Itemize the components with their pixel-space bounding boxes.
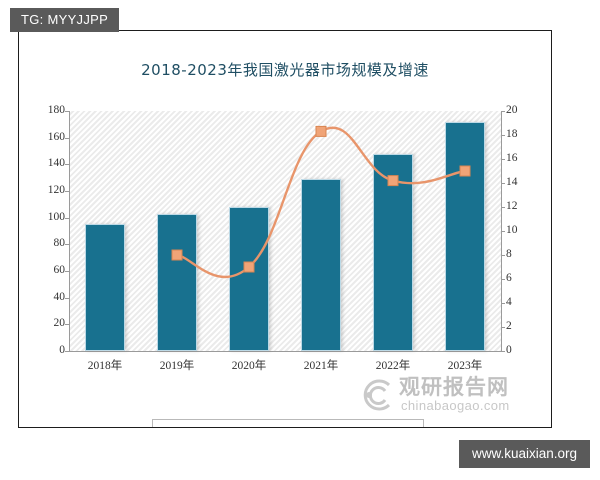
bar: [301, 179, 341, 351]
y-axis-right-tick-mark: [501, 303, 505, 304]
y-axis-right-tick-mark: [501, 183, 505, 184]
y-axis-left-tick-mark: [65, 164, 69, 166]
x-axis-tick-label: 2019年: [159, 360, 195, 372]
legend-line-swatch-icon: [318, 427, 344, 428]
y-axis-right-tick: 16: [506, 152, 518, 164]
y-axis-left-tick: 100: [47, 210, 65, 223]
chart-legend: 市场规模（亿美元） 增速（%）: [152, 419, 424, 429]
chart-title: 2018-2023年我国激光器市场规模及增速: [141, 61, 429, 79]
y-axis-right-tick-mark: [501, 279, 505, 280]
y-axis-left-tick-mark: [65, 111, 69, 112]
y-axis-right-tick-mark: [501, 255, 505, 256]
y-axis-left-tick-mark: [65, 217, 69, 219]
y-axis-right-labels: 20 18 16 14 12 10 8 6 4 2 0: [501, 31, 551, 427]
y-axis-right-tick: 2: [506, 320, 512, 332]
y-axis-left-tick-mark: [65, 271, 69, 272]
y-axis-right-tick: 4: [506, 296, 512, 308]
y-axis-left-tick-mark: [65, 191, 69, 192]
legend-bar-swatch-icon: [165, 428, 187, 429]
y-axis-left-tick: 180: [47, 104, 65, 116]
y-axis-left-tick-mark: [65, 244, 69, 246]
y-axis-left-tick-mark: [65, 351, 69, 352]
y-axis-right-tick-mark: [501, 207, 505, 208]
y-axis-right-tick: 14: [506, 176, 518, 188]
x-axis-tick-label: 2018年: [87, 360, 123, 372]
y-axis-right-tick: 20: [506, 104, 518, 116]
growth-line: [176, 126, 466, 279]
line-marker: [315, 125, 327, 137]
y-axis-left-tick: 120: [47, 184, 65, 196]
plot-area: [69, 111, 501, 351]
y-axis-left-tick-mark: [65, 137, 69, 139]
y-axis-left-tick-mark: [65, 297, 69, 299]
bar: [373, 153, 413, 351]
tag-badge: TG: MYYJJPP: [10, 8, 120, 32]
x-axis-tick-label: 2021年: [303, 360, 339, 372]
chart-card: 2018-2023年我国激光器市场规模及增速 180 160 140 120 100 80…: [18, 30, 552, 428]
plot-wrapper: 180 160 140 120 100 80 60 40 20 0 20 18 16 14 12 10 8 6 4…: [19, 31, 551, 427]
legend-label-bar: 市场规模（亿美元）: [192, 423, 305, 428]
y-axis-right-tick-mark: [501, 111, 505, 112]
y-axis-left-labels: 180 160 140 120 100 80 60 40 20 0: [19, 31, 69, 427]
x-axis-tick-label: 2020年: [231, 360, 267, 372]
y-axis-right-tick: 12: [506, 200, 518, 212]
line-marker: [243, 261, 255, 273]
y-axis-right-tick-mark: [501, 159, 505, 160]
line-marker: [171, 249, 183, 261]
y-axis-right-tick: 18: [506, 128, 518, 140]
y-axis-left-tick: 80: [53, 237, 66, 250]
x-axis-tick-label: 2023年: [447, 360, 483, 372]
y-axis-left-tick: 20: [53, 317, 66, 330]
legend-item-line: 增速（%）: [318, 423, 411, 428]
y-axis-right-tick: 6: [506, 272, 512, 284]
bar: [85, 224, 125, 351]
x-axis-tick-label: 2022年: [375, 360, 411, 372]
site-badge: www.kuaixian.org: [458, 439, 590, 468]
y-axis-left-tick-mark: [65, 324, 69, 326]
legend-label-line: 增速（%）: [349, 423, 411, 428]
y-axis-right-tick: 8: [506, 248, 512, 260]
line-series: [171, 125, 471, 279]
y-axis-left-tick: 160: [47, 130, 65, 143]
bar: [229, 207, 269, 351]
y-axis-left-tick: 60: [53, 264, 66, 276]
y-axis-left-line: [69, 111, 70, 352]
y-axis-left-tick: 140: [47, 157, 65, 170]
y-axis-left-tick: 40: [53, 290, 66, 303]
y-axis-right-tick-mark: [501, 351, 505, 352]
line-marker: [387, 175, 399, 187]
y-axis-right-tick-mark: [501, 135, 505, 136]
legend-item-bar: 市场规模（亿美元）: [165, 423, 305, 429]
bar: [157, 213, 197, 351]
y-axis-left-tick: 0: [59, 344, 65, 356]
bar: [445, 121, 485, 351]
y-axis-right-tick: 0: [506, 344, 512, 356]
y-axis-right-tick-mark: [501, 231, 505, 232]
line-marker: [459, 165, 471, 177]
y-axis-right-tick-mark: [501, 327, 505, 328]
y-axis-right-tick: 10: [506, 224, 518, 236]
x-axis-line: [69, 351, 501, 352]
